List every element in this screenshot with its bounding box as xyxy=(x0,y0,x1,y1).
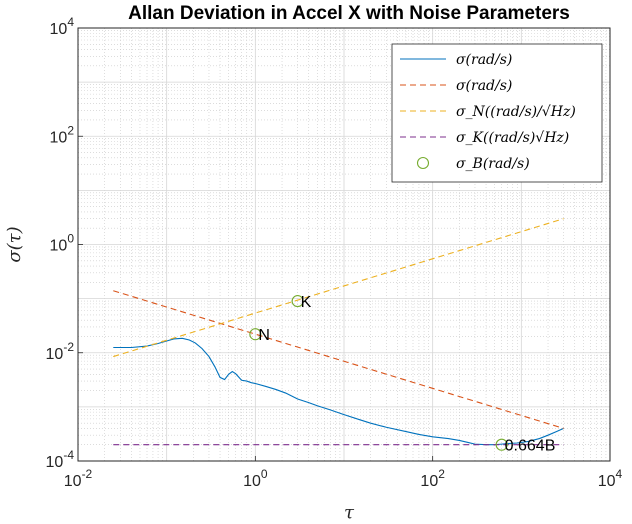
x-tick-label: 104 xyxy=(598,467,623,490)
series-line-2 xyxy=(113,218,564,358)
parameter-marker xyxy=(495,438,508,451)
parameter-marker xyxy=(291,295,304,308)
x-axis-ticks: 10-2 100 102 104 xyxy=(64,456,623,490)
y-tick-label: 10-4 xyxy=(46,448,75,471)
legend-item: σ_B(rad/s) xyxy=(416,156,530,172)
marker-label: K xyxy=(301,294,312,311)
chart-title: Allan Deviation in Accel X with Noise Pa… xyxy=(128,3,570,24)
legend-label: σ_K((rad/s)√Hz) xyxy=(456,130,569,146)
legend-label: σ_B(rad/s) xyxy=(456,156,530,172)
y-tick-label: 102 xyxy=(50,123,75,146)
parameter-marker xyxy=(249,328,262,341)
x-tick-label: 10-2 xyxy=(64,467,93,490)
marker-layer: N K 0.664B xyxy=(249,294,556,455)
series-line-1 xyxy=(113,290,564,429)
legend-swatch xyxy=(416,156,430,170)
legend-item: σ(rad/s) xyxy=(400,52,512,68)
legend-label: σ_N((rad/s)/√Hz) xyxy=(456,104,576,120)
legend-item: σ_K((rad/s)√Hz) xyxy=(400,130,569,146)
legend-label: σ(rad/s) xyxy=(456,78,512,94)
y-tick-label: 10-2 xyxy=(46,340,75,363)
marker-label: N xyxy=(258,327,270,344)
legend-item: σ_N((rad/s)/√Hz) xyxy=(400,104,576,120)
y-axis-ticks: 10-4 10-2 100 102 104 xyxy=(46,15,83,471)
legend-label: σ(rad/s) xyxy=(456,52,512,68)
y-tick-label: 104 xyxy=(50,15,75,38)
y-axis-label: σ(τ) xyxy=(4,226,25,262)
x-tick-label: 100 xyxy=(243,467,268,490)
x-tick-label: 102 xyxy=(420,467,445,490)
legend: σ(rad/s) σ(rad/s) σ_N((rad/s)/√Hz) σ_K((rad… xyxy=(391,43,603,183)
legend-item: σ(rad/s) xyxy=(400,78,512,94)
y-tick-label: 100 xyxy=(50,232,75,255)
series-layer xyxy=(113,218,564,446)
marker-label: 0.664B xyxy=(505,438,556,455)
x-axis-label: τ xyxy=(344,502,355,523)
